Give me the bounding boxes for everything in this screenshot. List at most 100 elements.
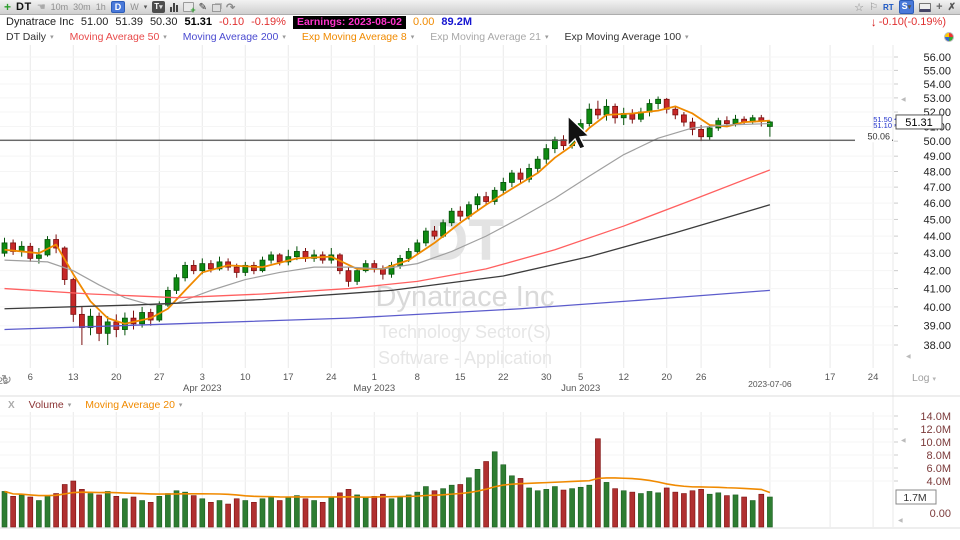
reset-zoom-icon[interactable]: ↻ xyxy=(1,372,12,387)
svg-text:26: 26 xyxy=(696,372,707,383)
chevron-down-icon[interactable]: ▾ xyxy=(67,402,72,409)
volume-bars xyxy=(1,438,773,528)
chevron-down-icon[interactable]: ▾ xyxy=(410,33,415,41)
quote-line: Dynatrace Inc 51.00 51.39 50.30 51.31 -0… xyxy=(0,15,960,29)
close-volume-pane-icon[interactable]: X xyxy=(8,399,15,411)
timeframe-1h-button[interactable]: 1h xyxy=(95,2,106,12)
svg-text:0.00: 0.00 xyxy=(930,508,951,520)
indicator-ma50[interactable]: Moving Average 50 ▾ xyxy=(70,31,167,43)
volume-indicator[interactable]: Volume ▾ xyxy=(29,399,72,411)
color-wheel-icon[interactable] xyxy=(944,31,954,42)
add-symbol-icon[interactable]: + xyxy=(4,0,12,14)
timeframe-weekly-button[interactable]: W xyxy=(130,2,139,12)
mouse-cursor xyxy=(567,114,591,150)
realtime-badge: RT xyxy=(882,2,894,12)
svg-text:41.00: 41.00 xyxy=(923,284,951,296)
hline-price-label: 50.06 xyxy=(867,131,890,141)
svg-text:51.10: 51.10 xyxy=(873,121,892,130)
svg-text:43.00: 43.00 xyxy=(923,248,951,260)
svg-text:30: 30 xyxy=(541,372,552,383)
svg-text:3: 3 xyxy=(200,372,205,383)
volume-pane-header: X Volume ▾ Moving Average 20 ▾ xyxy=(0,398,890,412)
overlay-exp-moving-average-8 xyxy=(4,105,770,325)
share-icon[interactable]: ↷ xyxy=(226,1,236,14)
axes: 50.0656.0055.0054.0053.0052.0051.0050.00… xyxy=(0,52,951,524)
indicator-symbol-daily[interactable]: DT Daily ▾ xyxy=(6,31,54,43)
chevron-down-icon[interactable]: ▾ xyxy=(544,33,549,41)
svg-text:◀: ◀ xyxy=(906,354,911,360)
quote-change-pct: -0.19% xyxy=(251,16,286,28)
reset-corner: 2023 ↻ xyxy=(0,372,30,390)
earnings-badge: Earnings: 2023-08-02 xyxy=(292,15,406,29)
indicator-label: Exp Moving Average 21 xyxy=(430,30,541,43)
svg-text:◀: ◀ xyxy=(898,518,903,524)
volume-ma20-indicator[interactable]: Moving Average 20 ▾ xyxy=(85,399,182,411)
timeframe-dropdown-icon[interactable]: ▾ xyxy=(143,4,148,11)
indicator-label: DT Daily xyxy=(6,30,47,43)
timeframe-10m-button[interactable]: 10m xyxy=(50,2,69,12)
svg-text:12: 12 xyxy=(618,372,629,383)
chevron-down-icon[interactable]: ▾ xyxy=(178,402,183,409)
layout-monitor-icon[interactable] xyxy=(919,2,932,12)
volume-ma-label: Moving Average 20 xyxy=(85,399,175,411)
draw-pencil-icon[interactable]: ✎ xyxy=(198,1,208,13)
main-toolbar: + DT ☚ 10m 30m 1h D W ▾ T▾ ✎ ↷ ☆ ⚐ RT S▾… xyxy=(0,0,960,15)
indicator-ema8[interactable]: Exp Moving Average 8 ▾ xyxy=(302,31,414,43)
extended-change: 0.00 xyxy=(413,16,435,28)
timeframe-30m-button[interactable]: 30m xyxy=(73,2,91,12)
svg-text:13: 13 xyxy=(68,372,79,383)
svg-text:44.00: 44.00 xyxy=(923,231,951,243)
hand-icon[interactable]: ☚ xyxy=(36,1,46,13)
indicator-label: Moving Average 50 xyxy=(69,30,160,43)
svg-text:56.00: 56.00 xyxy=(923,52,951,64)
current-volume-box xyxy=(895,489,937,505)
chevron-down-icon[interactable]: ▾ xyxy=(163,33,167,41)
svg-text:51.31: 51.31 xyxy=(905,117,933,129)
svg-text:Technology Sector(S): Technology Sector(S) xyxy=(379,322,551,342)
bar-chart-icon[interactable] xyxy=(169,2,178,12)
style-button[interactable]: S▾ xyxy=(898,0,915,14)
indicator-ema100[interactable]: Exp Moving Average 100 ▾ xyxy=(564,31,688,43)
svg-text:46.00: 46.00 xyxy=(923,198,951,210)
svg-text:24: 24 xyxy=(326,372,337,383)
chevron-down-icon[interactable]: ▾ xyxy=(282,33,286,41)
timeframe-daily-button[interactable]: D xyxy=(110,1,126,13)
overlay-moving-average-50 xyxy=(4,169,771,299)
svg-text:Apr 2023: Apr 2023 xyxy=(183,383,222,394)
volume-cap-value: 89.2M xyxy=(441,16,472,28)
indicator-ma200[interactable]: Moving Average 200 ▾ xyxy=(183,31,286,43)
volume-ma20-line xyxy=(4,477,771,498)
svg-text:51.50: 51.50 xyxy=(873,115,892,124)
chevron-down-icon[interactable]: ▾ xyxy=(685,33,689,41)
svg-text:Dynatrace Inc: Dynatrace Inc xyxy=(376,281,555,313)
log-scale-toggle[interactable]: Log ▾ xyxy=(912,372,936,384)
chart-type-dropdown-icon: ▾ xyxy=(159,4,163,11)
flag-icon[interactable]: ⚐ xyxy=(869,1,878,13)
svg-text:38.00: 38.00 xyxy=(923,340,951,352)
svg-text:Jun 2023: Jun 2023 xyxy=(561,383,600,394)
svg-text:49.00: 49.00 xyxy=(923,151,951,163)
favorite-star-icon[interactable]: ☆ xyxy=(854,1,864,14)
svg-text:6.0M: 6.0M xyxy=(927,463,951,475)
header-change-value: -0.10(-0.19%) xyxy=(878,16,946,28)
svg-text:55.00: 55.00 xyxy=(923,65,951,77)
candles xyxy=(1,96,773,345)
move-icon[interactable]: + xyxy=(936,1,943,13)
indicator-label: Exp Moving Average 8 xyxy=(301,30,407,43)
close-chart-icon[interactable]: ✗ xyxy=(947,1,956,13)
symbol-label: DT xyxy=(16,1,32,13)
duplicate-chart-icon[interactable] xyxy=(212,4,222,12)
log-scale-label: Log xyxy=(912,372,930,384)
indicator-ema21[interactable]: Exp Moving Average 21 ▾ xyxy=(430,31,548,43)
indicator-label: Exp Moving Average 100 xyxy=(564,30,682,43)
indicator-row: DT Daily ▾ Moving Average 50 ▾ Moving Aver… xyxy=(0,29,960,44)
add-study-icon[interactable] xyxy=(182,2,196,15)
chevron-down-icon[interactable]: ▾ xyxy=(50,33,54,41)
chart-type-button[interactable]: T▾ xyxy=(152,1,165,13)
svg-text:17: 17 xyxy=(825,372,836,383)
svg-text:8.0M: 8.0M xyxy=(927,450,951,462)
svg-text:53.00: 53.00 xyxy=(923,93,951,105)
